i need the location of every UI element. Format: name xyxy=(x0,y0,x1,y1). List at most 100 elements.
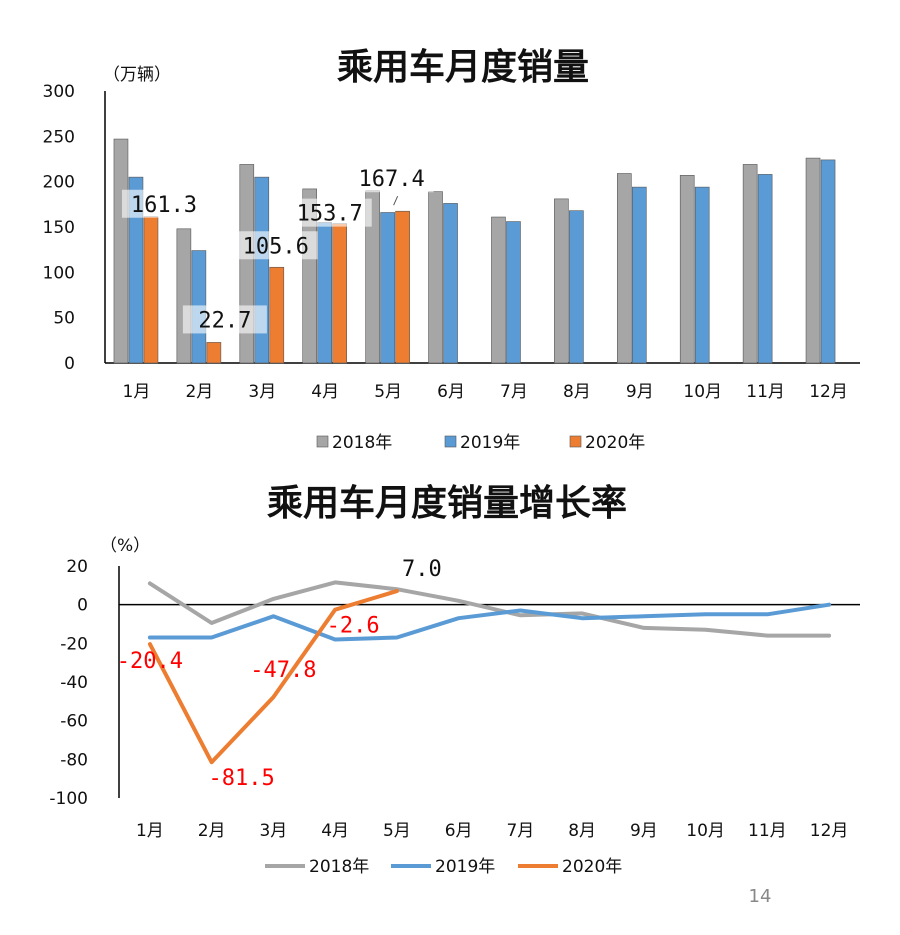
line-series-2019年 xyxy=(147,602,832,642)
bar-x-tick-label: 4月 xyxy=(311,382,339,402)
bar-y-tick-label: 100 xyxy=(43,263,75,283)
bar-legend-swatch xyxy=(569,435,582,448)
bar-data-label-bg xyxy=(233,231,318,260)
line-x-tick-label: 10月 xyxy=(686,821,725,841)
line-chart-unit-label: （%） xyxy=(100,536,150,556)
bar-legend-label: 2019年 xyxy=(460,433,520,453)
bar-2020年-2月 xyxy=(206,342,222,364)
bar-2019年-4月 xyxy=(317,222,333,364)
bar-x-tick-label: 12月 xyxy=(809,382,848,402)
bar-2019年-7月 xyxy=(506,221,521,364)
bar-x-tick-label: 2月 xyxy=(185,382,213,402)
line-x-tick-label: 9月 xyxy=(630,821,658,841)
bar-data-label-bg xyxy=(121,189,206,218)
bar-y-tick-label: 150 xyxy=(43,218,75,238)
line-data-label-2020: -81.5 xyxy=(209,766,275,791)
line-data-label-2020: 7.0 xyxy=(402,557,442,582)
bar-x-tick-label: 5月 xyxy=(374,382,402,402)
bar-data-label-2020: 22.7 xyxy=(198,308,251,333)
bar-x-tick-label: 7月 xyxy=(500,382,528,402)
bar-2019年-8月 xyxy=(569,210,584,364)
bar-y-tick-label: 250 xyxy=(43,127,75,147)
bar-x-tick-label: 1月 xyxy=(123,382,151,402)
bar-x-tick-label: 3月 xyxy=(248,382,276,402)
line-chart: 20 0 -20 -40 -60 -80 -100 1月 2月 3月 4月 5月 6月 7月 8月 9月 10月… xyxy=(49,557,860,877)
line-y-tick-label: -60 xyxy=(60,712,88,732)
bar-x-tick-label: 9月 xyxy=(626,382,654,402)
bar-chart-unit-label: （万辆） xyxy=(103,65,171,85)
bar-legend-swatch xyxy=(316,435,329,448)
line-y-tick-label: -40 xyxy=(60,673,88,693)
bar-y-tick-label: 50 xyxy=(53,309,75,329)
bar-2019年-10月 xyxy=(694,186,710,364)
bar-2019年-5月 xyxy=(380,212,395,364)
bar-2018年-10月 xyxy=(679,175,695,364)
line-x-tick-label: 1月 xyxy=(136,821,164,841)
bar-2019年-3月 xyxy=(254,176,270,364)
bar-2020年-1月 xyxy=(143,216,159,364)
bar-2018年-9月 xyxy=(616,173,632,364)
bar-legend-swatch xyxy=(444,435,457,448)
bar-legend-label: 2018年 xyxy=(332,433,392,453)
bar-x-tick-label: 11月 xyxy=(746,382,785,402)
bar-2018年-8月 xyxy=(554,198,569,364)
bar-x-tick-label: 6月 xyxy=(437,382,465,402)
bar-data-label-bg xyxy=(349,164,434,193)
bar-data-label-2020: 105.6 xyxy=(243,234,309,259)
line-x-tick-label: 11月 xyxy=(748,821,787,841)
line-series-2018年 xyxy=(147,580,832,638)
line-data-label-2020: -20.4 xyxy=(117,649,183,674)
line-y-tick-label: -100 xyxy=(49,789,88,809)
line-x-tick-label: 6月 xyxy=(445,821,473,841)
bar-data-label-2020: 161.3 xyxy=(131,193,197,218)
bar-2019年-11月 xyxy=(757,174,773,364)
bar-2020年-3月 xyxy=(269,266,285,364)
line-y-tick-label: 20 xyxy=(66,557,88,577)
bar-data-label-bg xyxy=(182,305,267,334)
bar-x-tick-label: 8月 xyxy=(563,382,591,402)
bar-2019年-6月 xyxy=(443,203,458,364)
line-x-tick-label: 3月 xyxy=(259,821,287,841)
bar-label-leader xyxy=(393,196,399,206)
bar-legend-label: 2020年 xyxy=(585,433,645,453)
line-series-2020年 xyxy=(147,589,399,765)
bar-y-tick-label: 300 xyxy=(43,82,75,102)
bar-2018年-6月 xyxy=(428,191,443,364)
bar-chart: 0 50 100 150 200 250 300 1月 2月 3月 4月 5月 6月 7月 8月 9月 10月 1… xyxy=(43,82,860,453)
line-x-tick-label: 8月 xyxy=(568,821,596,841)
bar-data-label-2020: 167.4 xyxy=(359,167,425,192)
bar-data-label-2020: 153.7 xyxy=(297,202,363,227)
bar-2018年-7月 xyxy=(491,216,506,364)
line-y-tick-label: -80 xyxy=(60,750,88,770)
line-x-tick-label: 5月 xyxy=(383,821,411,841)
bar-2019年-9月 xyxy=(631,186,647,364)
line-x-tick-label: 4月 xyxy=(321,821,349,841)
line-x-tick-label: 12月 xyxy=(810,821,849,841)
line-y-tick-label: -20 xyxy=(60,634,88,654)
line-y-tick-label: 0 xyxy=(77,596,88,616)
line-chart-title: 乘用车月度销量增长率 xyxy=(267,483,627,524)
line-x-tick-label: 7月 xyxy=(506,821,534,841)
bar-2020年-5月 xyxy=(395,210,410,364)
bar-2019年-1月 xyxy=(128,176,144,364)
line-data-label-2020: -47.8 xyxy=(250,658,316,683)
bar-2020年-4月 xyxy=(332,223,348,364)
line-legend-label: 2020年 xyxy=(562,857,622,877)
bar-y-tick-label: 200 xyxy=(43,173,75,193)
line-legend-label: 2019年 xyxy=(435,857,495,877)
bar-data-label-bg xyxy=(287,198,372,227)
line-data-label-2020: -2.6 xyxy=(327,614,380,639)
bar-y-tick-label: 0 xyxy=(64,354,75,374)
bar-x-tick-label: 10月 xyxy=(683,382,722,402)
line-legend-label: 2018年 xyxy=(309,857,369,877)
bar-2018年-11月 xyxy=(742,164,758,364)
bar-2018年-1月 xyxy=(113,138,129,364)
bar-2018年-2月 xyxy=(176,228,192,364)
bar-2019年-12月 xyxy=(820,159,836,364)
bar-chart-title: 乘用车月度销量 xyxy=(337,47,589,88)
page-number: 14 xyxy=(749,886,772,907)
line-x-tick-label: 2月 xyxy=(198,821,226,841)
bar-2018年-12月 xyxy=(805,157,821,364)
